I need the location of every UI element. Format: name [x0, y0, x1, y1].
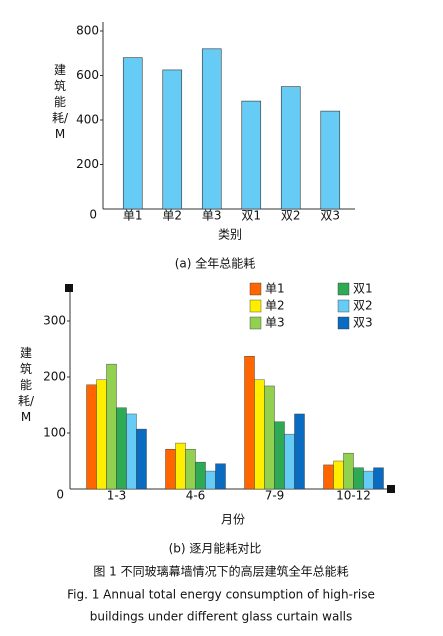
bar [185, 449, 196, 490]
legend-swatch [337, 282, 350, 296]
bar [106, 363, 117, 490]
legend-label: 单2 [265, 299, 285, 313]
x-tick-label: 7-9 [265, 489, 285, 503]
axis-end [65, 284, 73, 292]
y-tick-label: 0 [56, 488, 64, 502]
x-tick-label: 双1 [241, 209, 261, 223]
x-tick-label: 1-3 [107, 489, 127, 503]
x-tick-label: 双2 [281, 209, 301, 223]
bar [116, 407, 127, 490]
caption: (a) 全年总能耗 [175, 256, 256, 271]
y-tick-label: 600 [76, 68, 99, 82]
legend-label: 双2 [353, 299, 373, 313]
x-tick-label: 单2 [162, 209, 182, 223]
axis-end [387, 485, 395, 493]
bar [165, 449, 176, 490]
legend-swatch [337, 316, 350, 330]
y-tick-label: 300 [43, 314, 66, 328]
bar [363, 470, 374, 490]
legend-swatch [249, 282, 262, 296]
legend-swatch [337, 299, 350, 313]
bar [162, 69, 183, 210]
y-tick-label: 100 [43, 426, 66, 440]
bar [343, 452, 354, 490]
x-tick-label: 双3 [320, 209, 340, 223]
bar [274, 421, 285, 490]
bar [122, 57, 143, 210]
bar [353, 467, 364, 490]
figure-caption: 图 1 不同玻璃幕墙情况下的高层建筑全年总能耗 [93, 564, 348, 579]
y-tick-label: 400 [76, 113, 99, 127]
bar [264, 385, 275, 490]
bar [333, 460, 344, 490]
bar [215, 463, 226, 490]
legend-label: 双3 [353, 316, 373, 330]
x-tick-label: 10-12 [336, 489, 371, 503]
y-tick-label: 200 [76, 157, 99, 171]
y-tick-label: 200 [43, 370, 66, 384]
bar [280, 86, 301, 210]
x-axis-label: 类别 [218, 228, 242, 242]
y-tick-label: 0 [89, 208, 97, 222]
bar [284, 433, 295, 490]
bar [136, 428, 147, 490]
y-axis-label: 建筑能耗/M [51, 63, 69, 141]
bar [294, 413, 305, 490]
x-axis-label: 月份 [221, 513, 245, 527]
y-axis-label: 建筑能耗/M [17, 346, 35, 424]
bar [323, 464, 334, 490]
caption: (b) 逐月能耗对比 [169, 542, 262, 556]
bar [96, 379, 107, 490]
y-tick-label: 800 [76, 24, 99, 38]
legend-swatch [249, 316, 262, 330]
bar [373, 467, 384, 490]
legend-label: 双1 [353, 282, 373, 296]
bar [201, 48, 222, 210]
bar [195, 461, 206, 490]
figure-caption: buildings under different glass curtain … [90, 610, 353, 624]
bar [320, 110, 341, 210]
bar [205, 470, 216, 490]
x-tick-label: 单1 [123, 209, 143, 223]
figure-caption: Fig. 1 Annual total energy consumption o… [67, 588, 375, 602]
bar [86, 384, 97, 490]
bar [254, 379, 265, 490]
legend-swatch [249, 299, 262, 313]
legend-label: 单3 [265, 316, 285, 330]
bar [126, 413, 137, 490]
bar [244, 356, 255, 490]
legend-label: 单1 [265, 282, 285, 296]
bar [175, 442, 186, 490]
x-tick-label: 单3 [202, 209, 222, 223]
bar [241, 100, 262, 210]
x-tick-label: 4-6 [186, 489, 206, 503]
